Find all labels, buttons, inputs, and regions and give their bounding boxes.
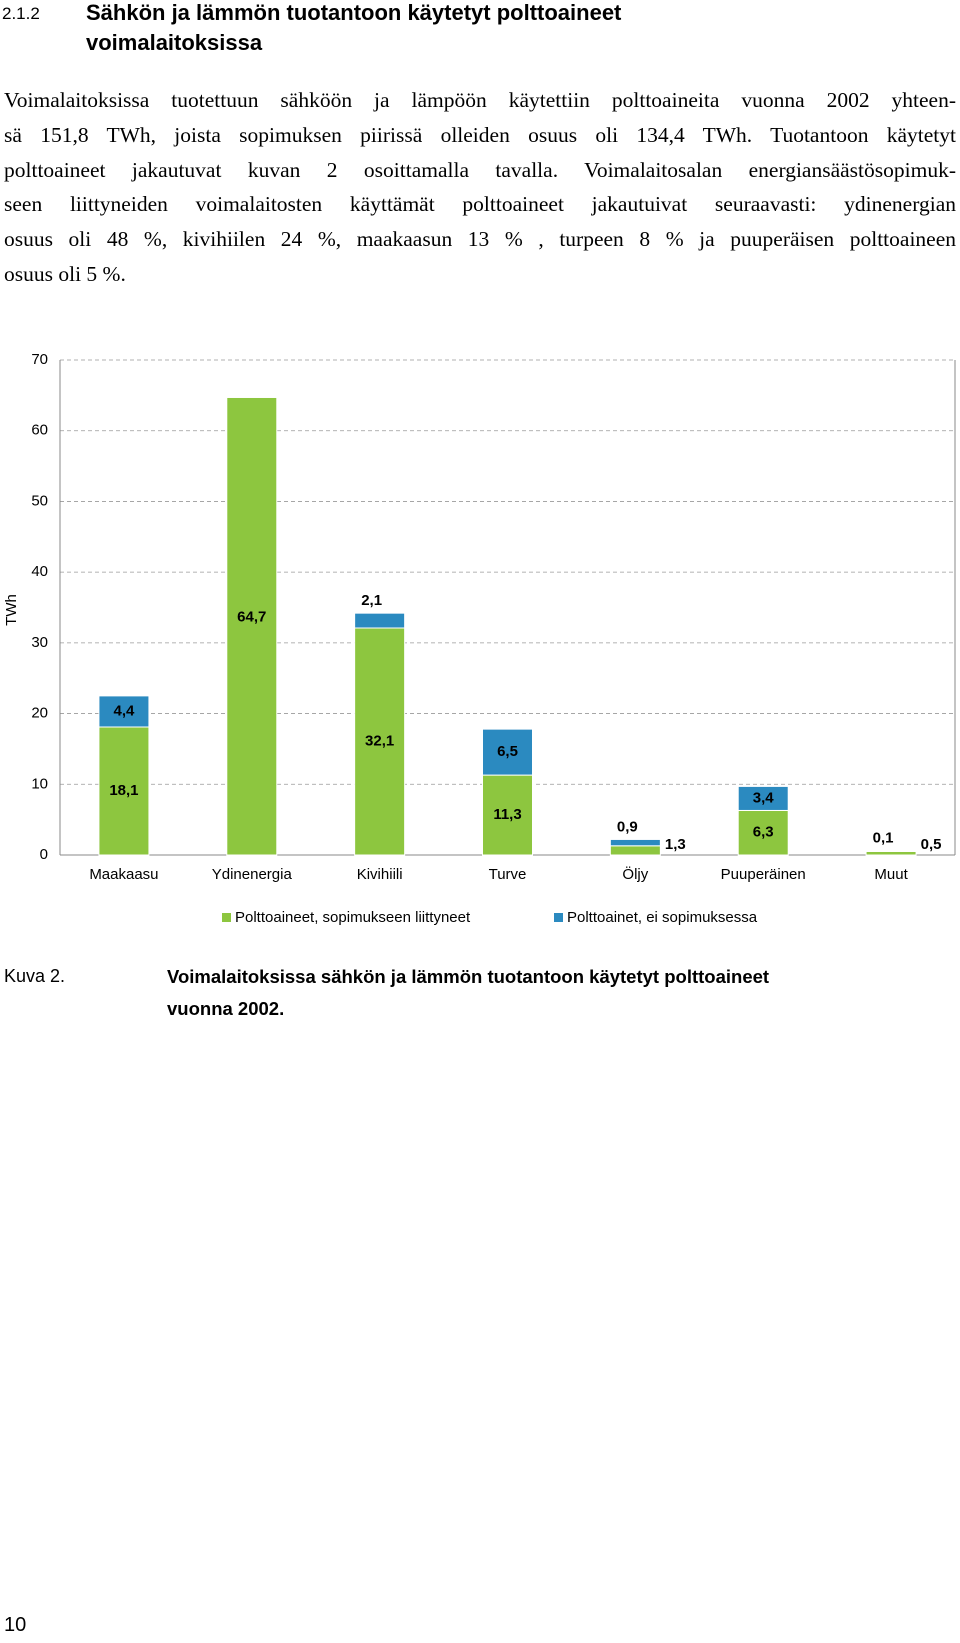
paragraph-line: osuus oli 48 %, kivihiilen 24 %, maakaas…	[4, 227, 956, 252]
y-tick-label: 10	[31, 775, 48, 792]
bar-segment	[609, 838, 661, 847]
bar-segment	[482, 774, 533, 856]
bar-segment	[737, 785, 789, 811]
x-tick-label: Puuperäinen	[721, 866, 806, 883]
x-tick-label: Kivihiili	[357, 866, 403, 883]
caption-text: vuonna 2002.	[167, 998, 285, 1019]
section-title: Sähkön ja lämmön tuotantoon käytetyt pol…	[86, 0, 622, 25]
value-label: 0,1	[873, 830, 894, 847]
y-tick-label: 0	[40, 846, 48, 863]
value-label: 1,3	[665, 836, 686, 853]
paragraph-line: osuus oli 5 %.	[4, 262, 126, 286]
value-label: 6,5	[497, 743, 518, 760]
bar-segment	[98, 726, 150, 856]
bar-segment	[865, 850, 917, 852]
bar-segment	[865, 850, 917, 856]
value-label: 6,3	[753, 824, 774, 841]
y-tick-label: 30	[31, 634, 48, 651]
value-label: 11,3	[493, 806, 521, 823]
legend-swatch	[222, 913, 231, 922]
paragraph-line: seen liittyneiden voimalaitosten käyttäm…	[4, 192, 956, 217]
bar-segment	[226, 396, 278, 856]
x-tick-label: Öljy	[622, 865, 648, 883]
value-label: 0,9	[617, 818, 638, 835]
page-number: 10	[4, 1614, 27, 1636]
x-tick-label: Turve	[489, 866, 527, 883]
caption-text: Voimalaitoksissa sähkön ja lämmön tuotan…	[167, 966, 770, 987]
bar-segment	[609, 845, 661, 856]
y-tick-label: 40	[31, 563, 48, 580]
paragraph-line: Voimalaitoksissa tuotettuun sähköön ja l…	[4, 88, 956, 112]
paragraph-line: polttoaineet jakautuvat kuvan 2 osoittam…	[4, 157, 956, 182]
x-tick-label: Ydinenergia	[212, 866, 293, 883]
section-number: 2.1.2	[2, 4, 40, 23]
value-label: 2,1	[361, 592, 382, 609]
bar-segment	[482, 728, 533, 776]
legend-label: Polttoainet, ei sopimuksessa	[567, 909, 758, 926]
legend-label: Polttoaineet, sopimukseen liittyneet	[235, 909, 471, 926]
value-label: 0,5	[921, 836, 942, 853]
x-tick-label: Maakaasu	[89, 866, 158, 883]
value-label: 64,7	[237, 608, 266, 625]
y-tick-label: 50	[31, 492, 48, 509]
value-label: 32,1	[365, 732, 394, 749]
x-tick-label: Muut	[874, 866, 908, 883]
value-label: 4,4	[113, 702, 135, 719]
bar-segment	[354, 612, 406, 629]
y-tick-label: 60	[31, 422, 48, 439]
bar-segment	[737, 809, 789, 856]
y-tick-label: 20	[31, 705, 48, 722]
y-axis-title: TWh	[3, 594, 20, 626]
legend-swatch	[554, 913, 563, 922]
caption-label: Kuva 2.	[4, 966, 66, 986]
y-tick-label: 70	[31, 351, 48, 368]
paragraph-line: sä 151,8 TWh, joista sopimuksen piirissä…	[4, 122, 956, 147]
bar-segment	[98, 695, 150, 728]
section-title: voimalaitoksissa	[86, 30, 263, 55]
value-label: 3,4	[753, 789, 775, 806]
value-label: 18,1	[109, 782, 138, 799]
chart: 0 10 20 30 40 50 60 70 TWh Maakaasu 18,1 4,4 Ydinene…	[3, 351, 956, 926]
